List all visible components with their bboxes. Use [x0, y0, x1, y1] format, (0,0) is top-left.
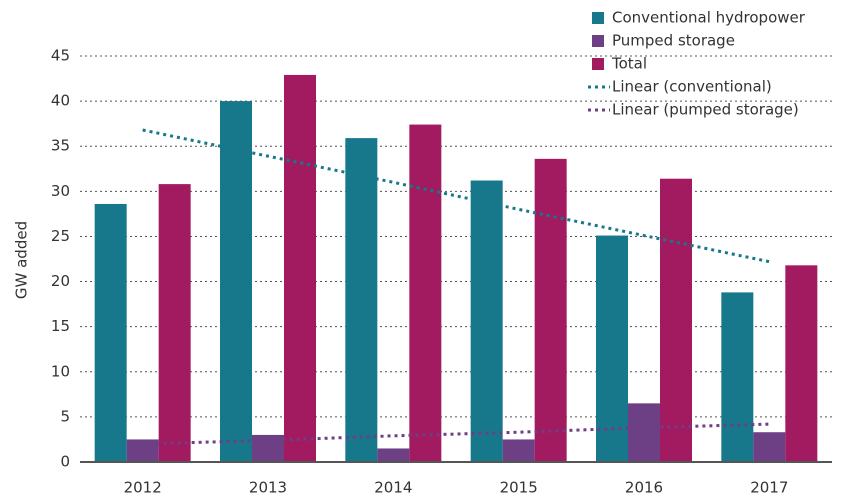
legend-label: Total — [611, 55, 647, 73]
bar — [220, 101, 252, 462]
trend-line — [142, 128, 770, 264]
x-tick-label: 2016 — [625, 479, 663, 497]
x-tick-label: 2017 — [750, 479, 788, 497]
y-tick-label: 15 — [51, 317, 70, 335]
y-tick-label: 30 — [51, 182, 70, 200]
bar — [596, 235, 628, 462]
bar — [785, 265, 818, 462]
y-tick-label: 45 — [51, 47, 70, 65]
x-tick-label: 2014 — [374, 479, 412, 497]
y-tick-label: 0 — [60, 453, 70, 471]
bar — [409, 124, 442, 463]
bar — [94, 203, 127, 462]
legend-swatch — [592, 35, 604, 47]
legend-swatch — [592, 58, 604, 70]
y-tick-label: 10 — [51, 362, 70, 380]
y-tick-label: 5 — [60, 407, 70, 425]
legend-label: Conventional hydropower — [612, 9, 806, 27]
bar — [753, 432, 786, 462]
x-tick-label: 2012 — [124, 479, 162, 497]
legend-label: Pumped storage — [612, 32, 735, 50]
y-tick-label: 25 — [51, 227, 70, 245]
bar — [158, 184, 191, 463]
legend-swatch — [592, 12, 604, 24]
x-tick-label: 2015 — [500, 479, 538, 497]
bar — [534, 158, 567, 462]
bar — [502, 439, 535, 462]
legend-label: Linear (conventional) — [612, 78, 772, 96]
bar — [721, 292, 754, 462]
y-axis-label: GW added — [13, 221, 31, 299]
bar — [345, 138, 378, 462]
y-tick-label: 20 — [51, 272, 70, 290]
bar — [470, 180, 503, 463]
bar — [377, 448, 410, 462]
y-tick-label: 35 — [51, 137, 70, 155]
bar — [660, 178, 692, 463]
bar — [628, 403, 660, 462]
bar — [252, 434, 284, 462]
legend-label: Linear (pumped storage) — [612, 101, 799, 119]
y-tick-label: 40 — [51, 92, 70, 110]
bar — [284, 74, 316, 463]
x-tick-label: 2013 — [249, 479, 287, 497]
